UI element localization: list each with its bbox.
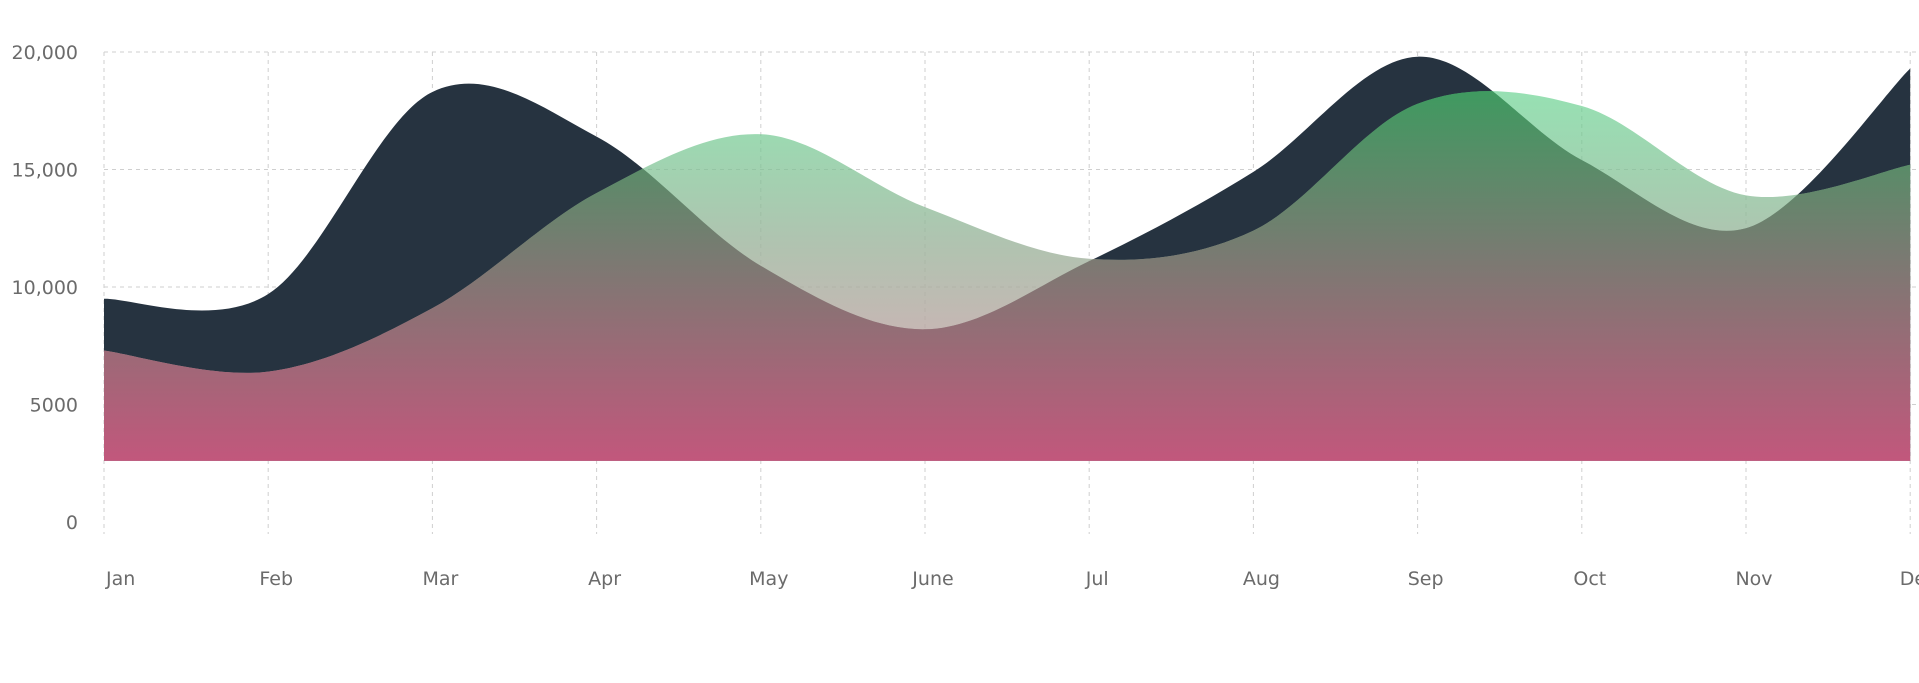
x-tick-label: Apr: [588, 568, 621, 590]
y-tick-label: 10,000: [12, 277, 78, 299]
x-tick-label: Aug: [1243, 568, 1280, 590]
x-axis: Jan Feb Mar Apr May June Jul Aug Sep Oct Nov Dec: [105, 568, 1919, 590]
y-tick-label: 0: [66, 512, 78, 534]
x-tick-label: Dec: [1900, 568, 1919, 590]
y-tick-label: 20,000: [12, 42, 78, 64]
x-tick-label: Mar: [422, 568, 458, 590]
x-tick-label: Oct: [1573, 568, 1606, 590]
series-areas: [104, 56, 1911, 461]
x-tick-label: Sep: [1408, 568, 1444, 590]
y-tick-label: 15,000: [12, 160, 78, 182]
x-tick-label: Nov: [1735, 568, 1772, 590]
x-tick-label: Jul: [1085, 568, 1109, 590]
x-tick-label: June: [911, 568, 953, 590]
x-tick-label: May: [749, 568, 788, 590]
x-tick-label: Feb: [259, 568, 293, 590]
x-tick-label: Jan: [105, 568, 135, 590]
y-axis: 0 5000 10,000 15,000 20,000: [12, 42, 78, 534]
y-tick-label: 5000: [30, 395, 78, 417]
